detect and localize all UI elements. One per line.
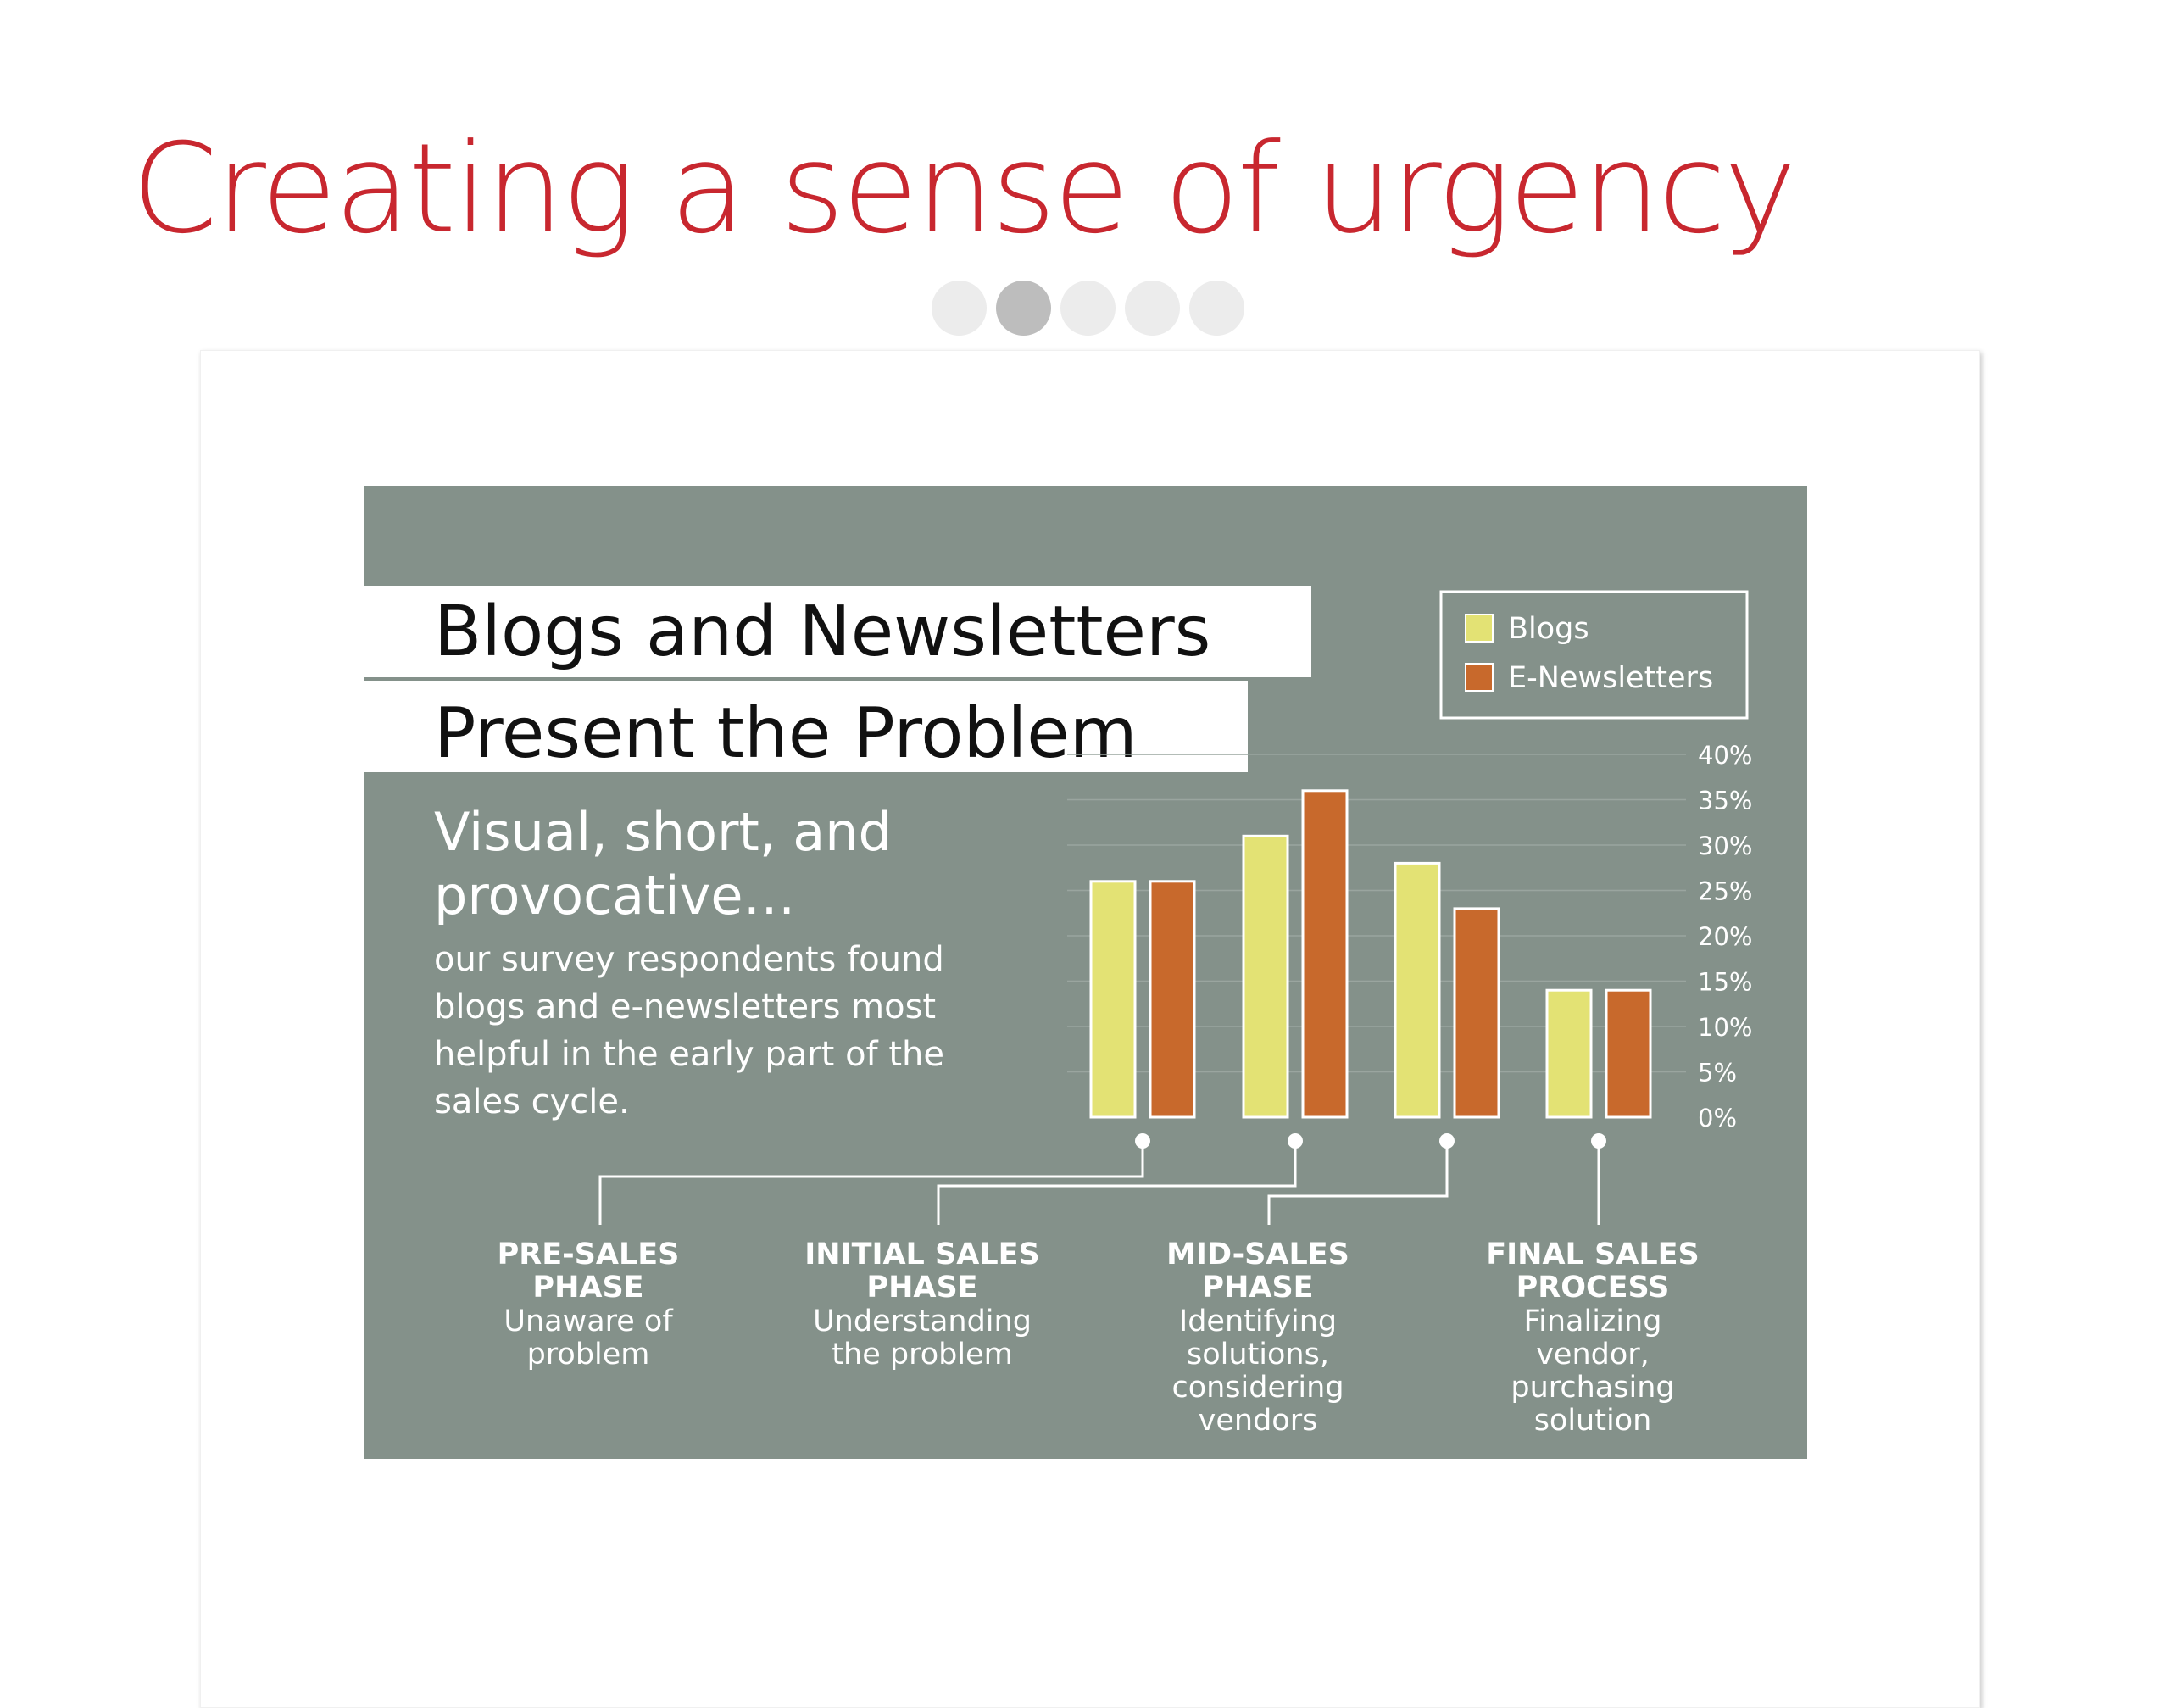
- phase-4-desc-line-4: solution: [1534, 1404, 1652, 1438]
- phase-connector-1: [598, 1141, 1144, 1225]
- subheading-line-1: Visual, short, and: [434, 801, 892, 863]
- y-tick-label-10: 10%: [1698, 1013, 1752, 1042]
- phase-connector-3: [1267, 1141, 1449, 1225]
- y-tick-label-30: 30%: [1698, 832, 1752, 860]
- y-tick-label-20: 20%: [1698, 922, 1752, 951]
- y-tick-label-0: 0%: [1698, 1104, 1737, 1132]
- phase-3-desc-line-1: Identifying: [1179, 1305, 1337, 1338]
- bar-e-newsletters-3: [1453, 907, 1500, 1119]
- legend-box: [1439, 590, 1749, 720]
- legend-swatch-e-newsletters: [1465, 663, 1494, 692]
- bar-blogs-2: [1242, 834, 1289, 1119]
- phase-connector-dot-4: [1591, 1133, 1606, 1149]
- bar-blogs-4: [1545, 988, 1593, 1119]
- bar-blogs-3: [1394, 861, 1441, 1119]
- slide-pager: [932, 281, 1244, 336]
- phase-2-desc-line-1: Understanding: [813, 1305, 1032, 1338]
- pager-dot-5[interactable]: [1189, 281, 1244, 336]
- bar-e-newsletters-4: [1605, 988, 1652, 1119]
- headline-banner-1: [364, 586, 1311, 677]
- body-line-3: helpful in the early part of the: [434, 1035, 944, 1074]
- y-axis-ticks: 0% 5% 10% 15% 20% 25% 30% 35% 40%: [1698, 741, 1752, 1132]
- phase-1-title-line-1: PRE-SALES: [498, 1238, 680, 1271]
- phase-2-title-line-1: INITIAL SALES: [804, 1238, 1040, 1271]
- y-tick-label-35: 35%: [1698, 787, 1752, 815]
- phase-connector-dot-3: [1439, 1133, 1455, 1149]
- chart-bars: [1089, 789, 1652, 1119]
- phase-2-desc-line-2: the problem: [832, 1338, 1012, 1371]
- headline-banner-2: [364, 681, 1248, 772]
- infographic-canvas: Blogs and Newsletters Present the Proble…: [364, 486, 1807, 1459]
- phase-mid-sales: MID-SALES PHASE Identifying solutions, c…: [1166, 1238, 1349, 1438]
- phase-3-desc-line-2: solutions,: [1187, 1338, 1329, 1371]
- phase-4-desc-line-1: Finalizing: [1524, 1305, 1662, 1338]
- slide-title: Creating a sense of urgency: [131, 117, 1797, 261]
- bar-blogs-1: [1089, 880, 1137, 1119]
- phase-4-title-line-2: PROCESS: [1516, 1271, 1670, 1305]
- pager-dot-2[interactable]: [996, 281, 1051, 336]
- phase-connector-dot-2: [1288, 1133, 1303, 1149]
- infographic: Blogs and Newsletters Present the Proble…: [364, 486, 1807, 1459]
- body-line-2: blogs and e-newsletters most: [434, 988, 936, 1026]
- y-tick-label-40: 40%: [1698, 741, 1752, 770]
- phase-connectors: [598, 1133, 1606, 1225]
- phase-1-desc-line-1: Unaware of: [504, 1305, 673, 1338]
- phase-pre-sales: PRE-SALES PHASE Unaware of problem: [498, 1238, 680, 1371]
- y-tick-label-25: 25%: [1698, 877, 1752, 906]
- headline-line-2: Present the Problem: [434, 693, 1138, 774]
- phase-1-title-line-2: PHASE: [532, 1271, 643, 1305]
- chart-legend: Blogs E-Newsletters: [1439, 590, 1749, 720]
- body-line-1: our survey respondents found: [434, 940, 944, 979]
- legend-label-blogs: Blogs: [1508, 612, 1589, 646]
- subheading-line-2: provocative…: [434, 865, 796, 926]
- phase-4-desc-line-2: vendor,: [1536, 1338, 1650, 1371]
- body-line-4: sales cycle.: [434, 1082, 630, 1121]
- pager-dot-3[interactable]: [1060, 281, 1116, 336]
- legend-swatch-blogs: [1465, 614, 1494, 643]
- phase-final-sales: FINAL SALES PROCESS Finalizing vendor, p…: [1486, 1238, 1700, 1438]
- bar-e-newsletters-1: [1149, 880, 1196, 1119]
- phase-3-desc-line-4: vendors: [1199, 1404, 1318, 1438]
- phase-4-title-line-1: FINAL SALES: [1486, 1238, 1700, 1271]
- pager-dot-1[interactable]: [932, 281, 987, 336]
- phase-1-desc-line-2: problem: [527, 1338, 650, 1371]
- phase-3-title-line-1: MID-SALES: [1166, 1238, 1349, 1271]
- phase-connector-2: [937, 1141, 1297, 1225]
- phase-2-title-line-2: PHASE: [866, 1271, 977, 1305]
- phase-connector-dot-1: [1135, 1133, 1150, 1149]
- headline-line-1: Blogs and Newsletters: [434, 592, 1210, 672]
- phase-3-desc-line-3: considering: [1171, 1371, 1344, 1405]
- pager-dot-4[interactable]: [1125, 281, 1180, 336]
- y-tick-label-15: 15%: [1698, 968, 1752, 997]
- phase-4-desc-line-3: purchasing: [1511, 1371, 1674, 1405]
- phase-3-title-line-2: PHASE: [1202, 1271, 1313, 1305]
- bar-e-newsletters-2: [1301, 789, 1349, 1119]
- phase-initial-sales: INITIAL SALES PHASE Understanding the pr…: [804, 1238, 1040, 1371]
- legend-label-e-newsletters: E-Newsletters: [1508, 661, 1713, 695]
- y-tick-label-5: 5%: [1698, 1059, 1737, 1088]
